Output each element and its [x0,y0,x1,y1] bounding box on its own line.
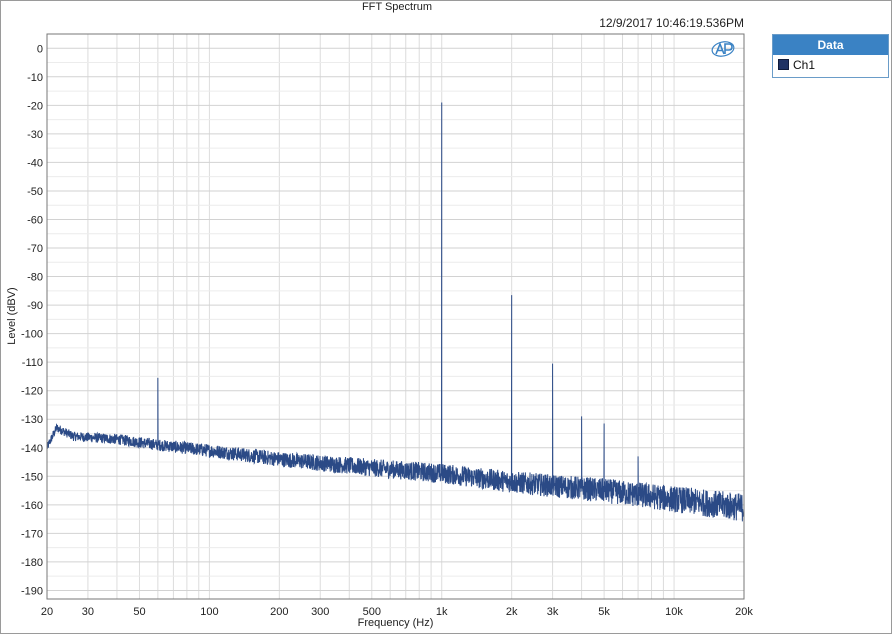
x-tick-label: 30 [82,606,94,618]
y-tick-label: -70 [27,243,43,255]
y-tick-label: -80 [27,272,43,284]
chart-title: FFT Spectrum [361,1,433,13]
x-tick-label: 20 [41,606,53,618]
x-tick-label: 500 [363,606,381,618]
x-tick-label: 1k [436,606,448,618]
x-tick-label: 10k [665,606,683,618]
ap-logo-icon [711,41,735,57]
y-tick-label: -170 [21,528,43,540]
x-tick-label: 100 [200,606,218,618]
x-tick-label: 200 [270,606,288,618]
legend-title: Data [773,35,888,55]
x-tick-label: 2k [506,606,518,618]
y-tick-labels: 0 -10 -20 -30 -40 -50 -60 -70 -80 -90 -100 -110 -120… [21,43,43,597]
y-tick-label: -190 [21,585,43,597]
y-tick-label: -40 [27,157,43,169]
y-tick-label: -110 [22,357,43,369]
y-tick-label: -160 [21,500,43,512]
y-tick-label: -180 [21,557,43,569]
y-tick-label: -100 [21,329,43,341]
y-tick-label: -50 [27,186,43,198]
x-tick-label: 5k [598,606,610,618]
legend-label-ch1: Ch1 [793,58,816,72]
timestamp: 12/9/2017 10:46:19.536PM [599,16,744,30]
plot-border [46,33,745,600]
x-tick-label: 50 [133,606,145,618]
y-tick-label: -140 [21,443,43,455]
x-tick-label: 3k [547,606,559,618]
grid-lines [46,34,745,599]
x-axis-label: Frequency (Hz) [357,617,434,629]
x-tick-labels: 20 30 50 100 200 300 500 1k 2k 3k 5k 10k 20k [41,606,753,618]
legend-item-ch1[interactable]: Ch1 [773,55,888,75]
y-tick-label: -20 [27,100,43,112]
y-tick-label: -60 [27,214,43,226]
y-tick-label: 0 [37,43,43,55]
y-axis-label: Level (dBV) [6,287,18,345]
y-tick-label: -130 [21,414,43,426]
legend: Data Ch1 [772,34,889,78]
y-tick-label: -30 [27,129,43,141]
y-tick-label: -150 [21,471,43,483]
series-line-ch1 [46,102,745,522]
x-tick-label: 20k [735,606,753,618]
x-tick-label: 300 [311,606,329,618]
y-tick-label: -90 [27,300,43,312]
y-tick-label: -120 [21,386,43,398]
y-tick-label: -10 [27,72,43,84]
legend-swatch-ch1 [778,59,789,70]
